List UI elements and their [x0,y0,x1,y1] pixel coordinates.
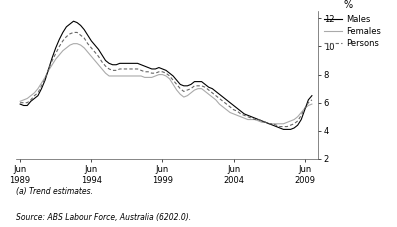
Females [267,122,272,125]
Females [196,87,200,90]
Line: Males: Males [20,21,312,129]
Persons [71,31,76,34]
Females [249,118,254,121]
Males [249,115,254,118]
Persons [36,91,40,94]
Persons [310,99,314,101]
Persons [249,117,254,119]
Line: Females: Females [20,44,312,124]
Persons [18,101,23,104]
Persons [60,39,65,42]
Females [71,42,76,45]
Y-axis label: %: % [343,0,352,10]
Females [231,113,236,115]
Line: Persons: Persons [20,32,312,127]
Persons [278,125,282,128]
Males [60,31,65,34]
Text: (a) Trend estimates.: (a) Trend estimates. [16,187,93,196]
Legend: Males, Females, Persons: Males, Females, Persons [321,11,385,51]
Females [36,87,40,90]
Females [82,47,87,49]
Males [82,28,87,31]
Males [71,20,76,22]
Males [196,80,200,83]
Females [18,100,23,103]
Females [310,103,314,106]
Text: Source: ABS Labour Force, Australia (6202.0).: Source: ABS Labour Force, Australia (620… [16,213,191,222]
Persons [231,108,236,111]
Females [60,49,65,52]
Males [36,94,40,97]
Males [231,104,236,107]
Males [281,128,286,131]
Persons [82,37,87,39]
Males [310,94,314,97]
Males [18,103,23,106]
Persons [196,84,200,87]
